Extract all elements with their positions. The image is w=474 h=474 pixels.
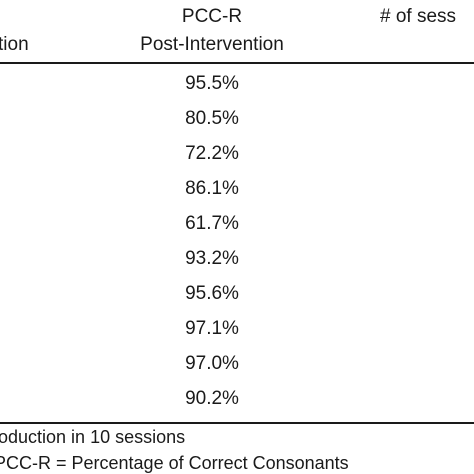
- pcc-r-value-cell: 72.2%: [185, 143, 239, 164]
- pcc-r-value-cell: 97.0%: [185, 353, 239, 374]
- bottom-rule: [0, 422, 474, 424]
- header-pcc-subtitle: Post-Intervention: [140, 34, 284, 55]
- header-pcc-title: PCC-R: [181, 6, 243, 27]
- footnote-sessions: oduction in 10 sessions: [0, 427, 186, 447]
- pcc-r-value-cell: 61.7%: [185, 213, 239, 234]
- pcc-r-value-cell: 95.5%: [185, 73, 239, 94]
- header-rule: [0, 62, 474, 64]
- pcc-r-value-cell: 95.6%: [185, 283, 239, 304]
- pcc-r-value-cell: 80.5%: [185, 108, 239, 129]
- header-partial-left: tion: [0, 34, 29, 55]
- pcc-r-value-cell: 93.2%: [185, 248, 239, 269]
- pcc-r-value-cell: 97.1%: [185, 318, 239, 339]
- header-sessions-partial: # of sess: [380, 6, 457, 27]
- pcc-r-value-cell: 90.2%: [185, 388, 239, 409]
- footnote-pcc-definition: PCC-R = Percentage of Correct Consonants: [0, 453, 349, 473]
- pcc-r-value-cell: 86.1%: [185, 178, 239, 199]
